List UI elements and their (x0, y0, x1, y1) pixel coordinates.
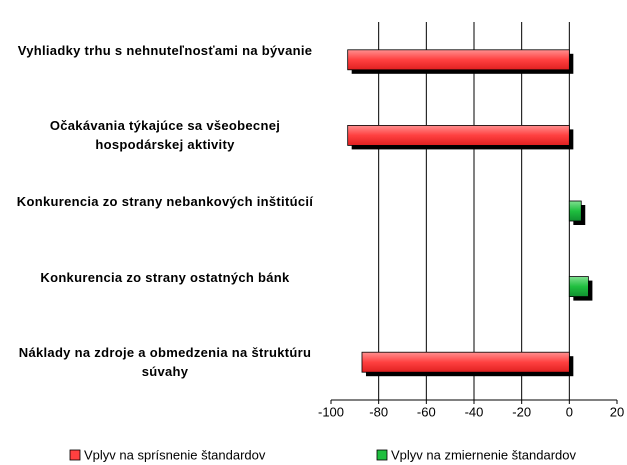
x-tick-label: -80 (369, 404, 388, 419)
x-tick-label: -60 (417, 404, 436, 419)
x-tick-label: 20 (610, 404, 624, 419)
legend-swatch (376, 449, 388, 461)
legend-swatch (69, 449, 81, 461)
bar (568, 276, 589, 298)
legend-label: Vplyv na zmiernenie štandardov (391, 447, 576, 462)
x-tick-label: 0 (566, 404, 573, 419)
bar (568, 200, 582, 222)
bar (347, 125, 570, 146)
category-label: Konkurencia zo strany ostatných bánk (40, 269, 290, 285)
category-label: Vyhliadky trhu s nehnuteľnosťami na býva… (17, 42, 313, 58)
bar (347, 49, 570, 71)
legend-label: Vplyv na sprísnenie štandardov (84, 447, 266, 462)
x-tick-label: -100 (318, 404, 344, 419)
bar (361, 351, 570, 373)
category-label: Náklady na zdroje a obmedzenia na štrukt… (18, 345, 312, 380)
x-tick-label: -40 (465, 404, 484, 419)
x-tick-label: -20 (512, 404, 531, 419)
category-label: Očakávania týkajúce sa všeobecnej hospod… (49, 118, 281, 153)
category-label: Konkurencia zo strany nebankových inštit… (16, 194, 314, 209)
